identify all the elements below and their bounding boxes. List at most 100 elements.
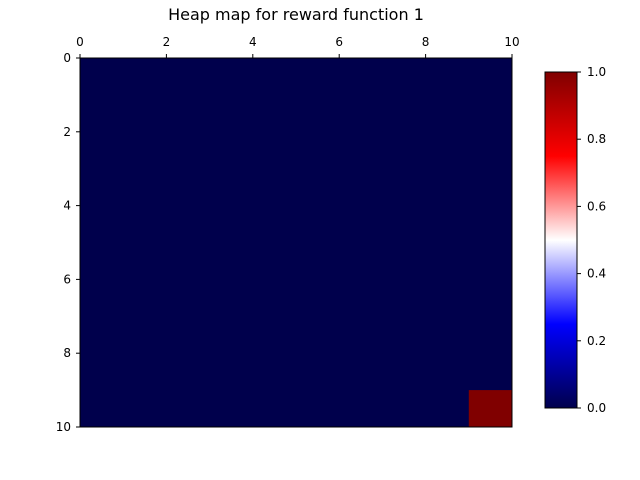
heatmap-cell-r0-c3 <box>209 58 254 96</box>
y-tick-label: 0 <box>63 51 71 65</box>
heatmap-cell-r3-c5 <box>296 168 340 207</box>
heatmap-cell-r7-c7 <box>382 316 427 354</box>
heatmap-cell-r8-c9 <box>468 353 513 391</box>
heatmap-cell-r9-c8 <box>425 390 470 428</box>
heatmap-cell-r8-c3 <box>209 353 254 391</box>
heatmap-cell-r5-c4 <box>252 242 297 280</box>
heatmap-cell-r6-c6 <box>339 279 383 317</box>
heatmap-cell-r8-c5 <box>296 353 340 391</box>
y-tick-label: 6 <box>63 272 71 286</box>
heatmap-cell-r9-c0 <box>80 390 124 428</box>
heatmap-cell-r6-c5 <box>296 279 340 317</box>
heatmap-cell-r1-c2 <box>166 94 211 133</box>
colorbar <box>544 71 578 409</box>
heatmap-cell-r1-c6 <box>339 94 383 133</box>
heatmap-cell-r7-c3 <box>209 316 254 354</box>
heatmap-cell-r1-c4 <box>252 94 297 133</box>
chart-title: Heap map for reward function 1 <box>168 5 424 24</box>
heatmap-cell-r4-c2 <box>166 205 211 243</box>
heatmap-cell-r1-c1 <box>123 94 167 133</box>
x-axis-top: 0 2 4 6 8 10 <box>76 35 520 58</box>
heatmap-cell-r7-c6 <box>339 316 383 354</box>
heatmap-cell-r3-c3 <box>209 168 254 207</box>
heatmap-cell-r8-c8 <box>425 353 470 391</box>
heatmap-cell-r6-c4 <box>252 279 297 317</box>
heatmap-cell-r2-c1 <box>123 131 167 170</box>
heatmap-cell-r7-c8 <box>425 316 470 354</box>
heatmap-cell-r1-c0 <box>80 94 124 133</box>
heatmap-cell-r4-c5 <box>296 205 340 243</box>
heatmap-cell-r4-c1 <box>123 205 167 243</box>
heatmap-cell-r0-c9 <box>468 58 513 96</box>
plot-frame <box>79 57 513 428</box>
x-tick-label: 2 <box>163 35 171 49</box>
heatmap-cell-r6-c9 <box>468 279 513 317</box>
heatmap-cell-r4-c4 <box>252 205 297 243</box>
heatmap-cell-r3-c0 <box>80 168 124 207</box>
colorbar-tick-label: 0.6 <box>587 199 606 213</box>
heatmap-cell-r6-c7 <box>382 279 427 317</box>
heatmap-cell-r9-c7 <box>382 390 427 428</box>
y-tick-label: 4 <box>63 199 71 213</box>
colorbar-tick-label: 0.0 <box>587 401 606 415</box>
heatmap-cells <box>80 58 513 428</box>
heatmap-cell-r9-c6 <box>339 390 383 428</box>
heatmap-cell-r6-c3 <box>209 279 254 317</box>
heatmap-cell-r2-c4 <box>252 131 297 170</box>
heatmap-cell-r9-c3 <box>209 390 254 428</box>
heatmap-cell-r1-c9 <box>468 94 513 133</box>
heatmap-cell-r6-c2 <box>166 279 211 317</box>
heatmap-cell-r2-c9 <box>468 131 513 170</box>
heatmap-cell-r3-c9 <box>468 168 513 207</box>
heatmap-cell-r5-c1 <box>123 242 167 280</box>
heatmap-cell-r4-c7 <box>382 205 427 243</box>
heatmap-cell-r0-c2 <box>166 58 211 96</box>
heatmap-cell-r2-c5 <box>296 131 340 170</box>
heatmap-cell-r7-c9 <box>468 316 513 354</box>
heatmap-cell-r9-c4 <box>252 390 297 428</box>
x-tick-label: 0 <box>76 35 84 49</box>
y-tick-label: 2 <box>63 125 71 139</box>
heatmap-cell-r0-c0 <box>80 58 124 96</box>
heatmap-cell-r0-c4 <box>252 58 297 96</box>
heatmap-cell-r2-c0 <box>80 131 124 170</box>
y-tick-label: 10 <box>56 420 71 434</box>
heatmap-cell-r5-c2 <box>166 242 211 280</box>
x-tick-label: 10 <box>504 35 519 49</box>
heatmap-cell-r9-c9 <box>468 390 513 428</box>
heatmap-cell-r4-c6 <box>339 205 383 243</box>
heatmap-cell-r2-c6 <box>339 131 383 170</box>
heatmap-cell-r5-c5 <box>296 242 340 280</box>
y-axis-left: 0 2 4 6 8 10 <box>56 51 80 434</box>
heatmap-cell-r7-c2 <box>166 316 211 354</box>
heatmap-cell-r7-c4 <box>252 316 297 354</box>
colorbar-tick-label: 0.4 <box>587 267 606 281</box>
heatmap-cell-r4-c9 <box>468 205 513 243</box>
heatmap-cell-r1-c5 <box>296 94 340 133</box>
heatmap-cell-r0-c7 <box>382 58 427 96</box>
heatmap-cell-r7-c1 <box>123 316 167 354</box>
x-tick-label: 8 <box>422 35 430 49</box>
heatmap-cell-r8-c0 <box>80 353 124 391</box>
heatmap-cell-r8-c7 <box>382 353 427 391</box>
heatmap-cell-r4-c3 <box>209 205 254 243</box>
heatmap-cell-r3-c1 <box>123 168 167 207</box>
heatmap-cell-r0-c6 <box>339 58 383 96</box>
heatmap-cell-r2-c2 <box>166 131 211 170</box>
heatmap-cell-r4-c8 <box>425 205 470 243</box>
heatmap-cell-r4-c0 <box>80 205 124 243</box>
y-tick-label: 8 <box>63 346 71 360</box>
heatmap-cell-r8-c1 <box>123 353 167 391</box>
x-tick-label: 6 <box>335 35 343 49</box>
heatmap-cell-r3-c8 <box>425 168 470 207</box>
heatmap-cell-r8-c6 <box>339 353 383 391</box>
heatmap-cell-r0-c8 <box>425 58 470 96</box>
heatmap-cell-r5-c9 <box>468 242 513 280</box>
heatmap-cell-r1-c8 <box>425 94 470 133</box>
heatmap-cell-r0-c5 <box>296 58 340 96</box>
heatmap-cell-r2-c3 <box>209 131 254 170</box>
colorbar-tick-label: 0.8 <box>587 132 606 146</box>
heatmap-cell-r6-c1 <box>123 279 167 317</box>
heatmap-cell-r9-c5 <box>296 390 340 428</box>
